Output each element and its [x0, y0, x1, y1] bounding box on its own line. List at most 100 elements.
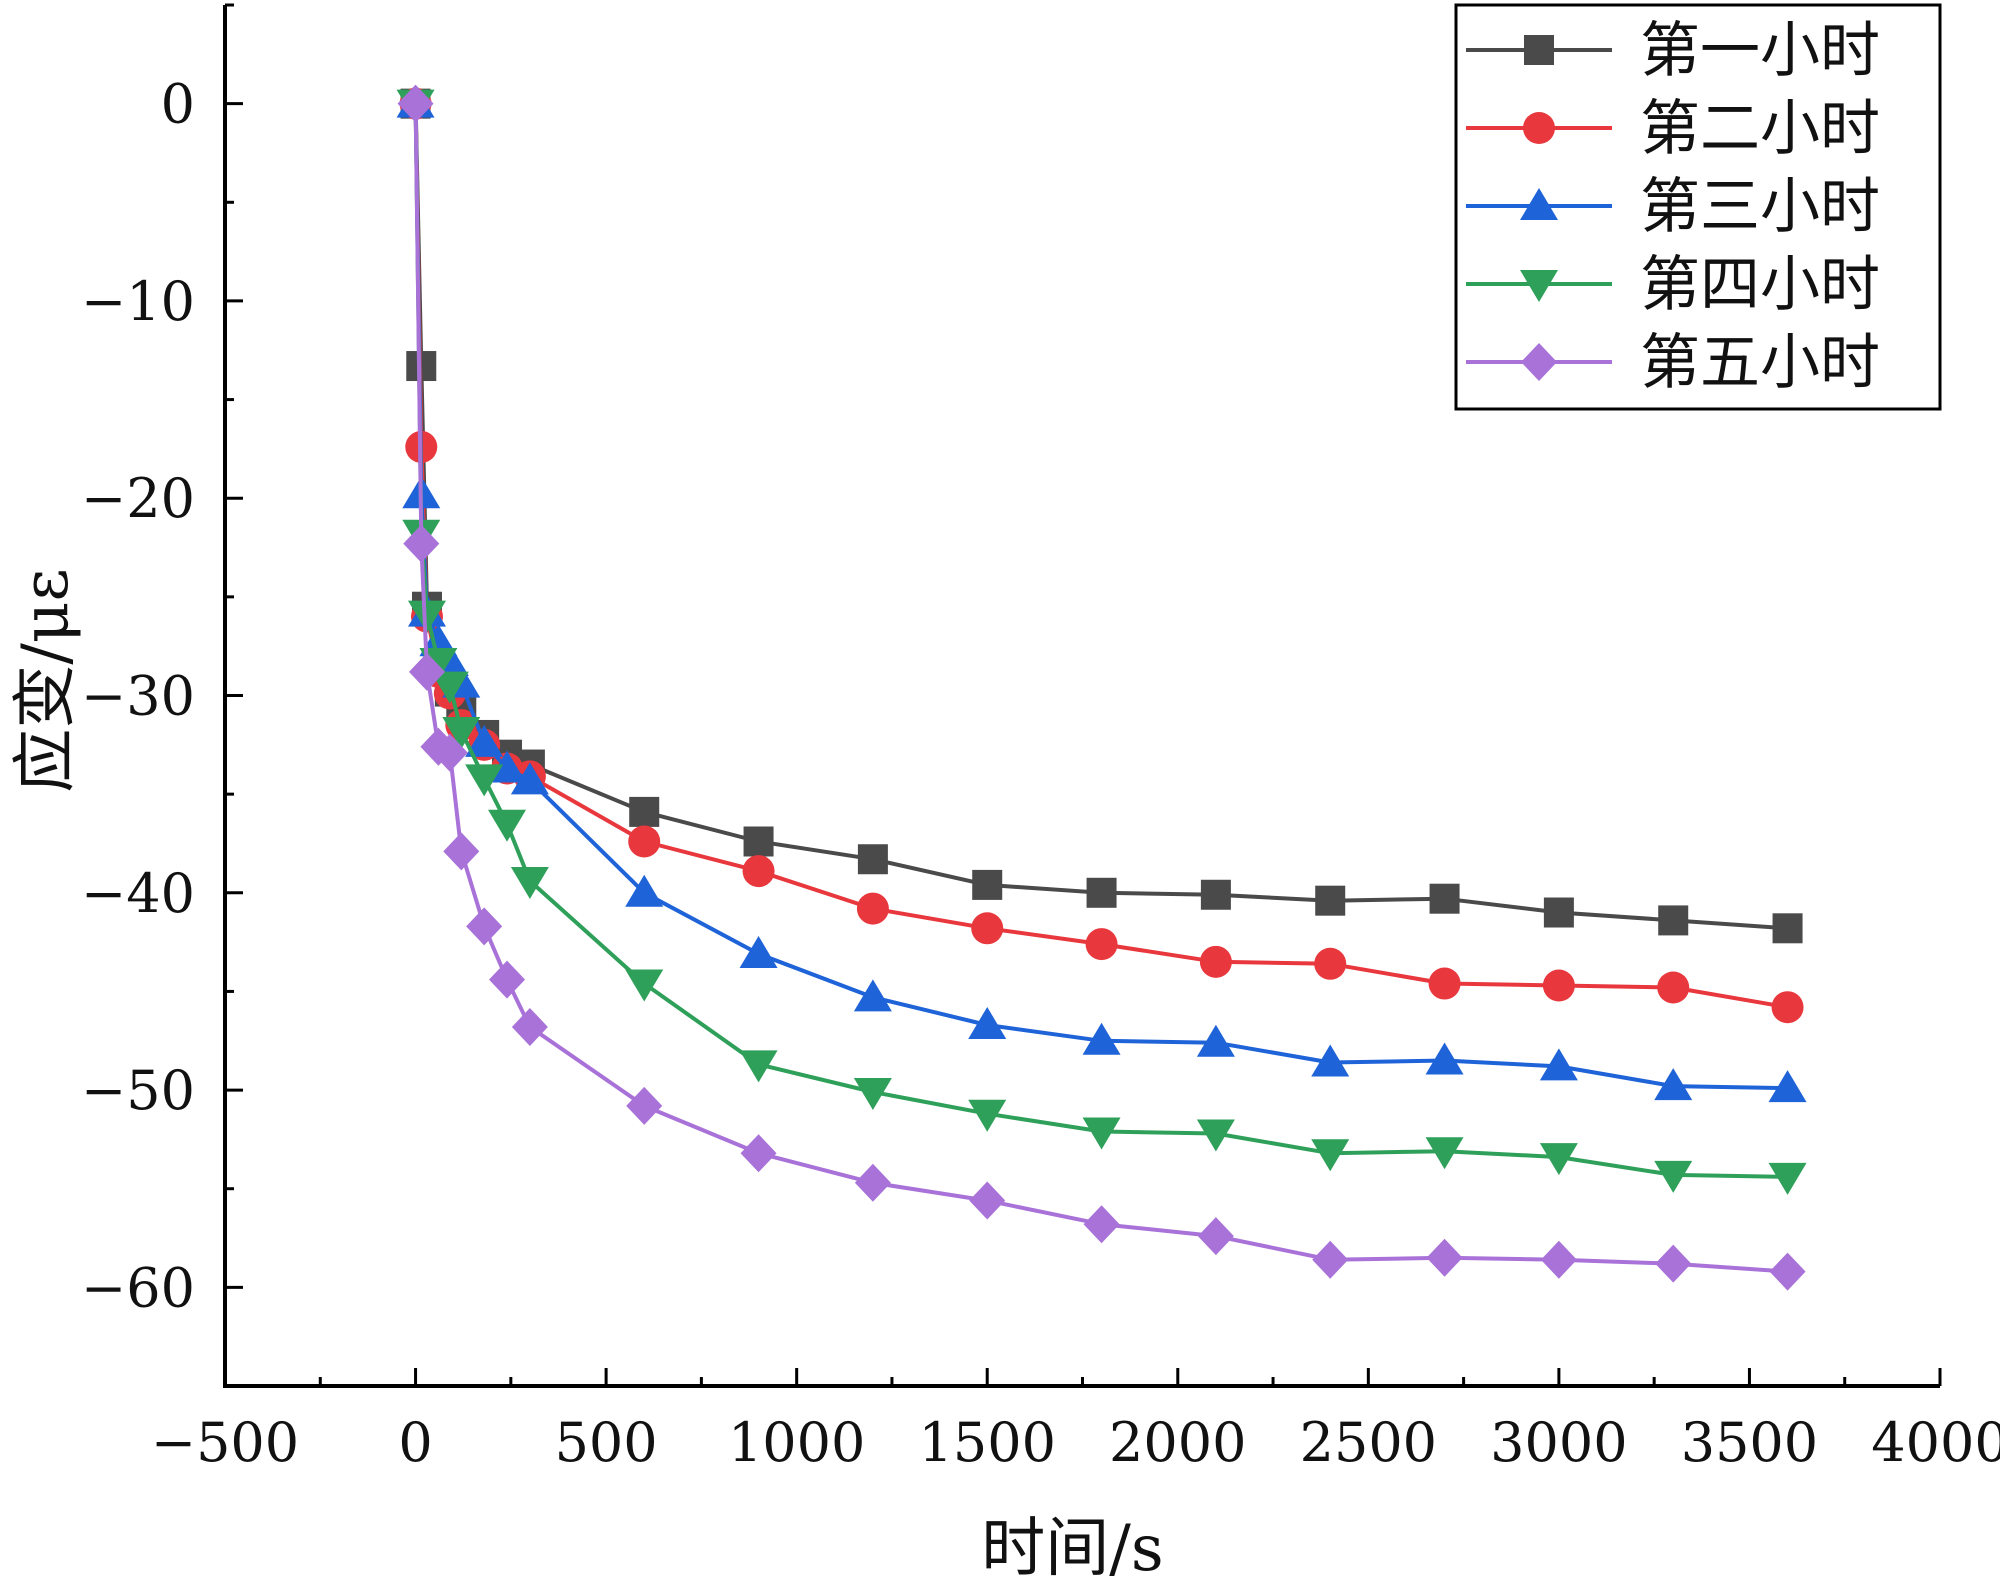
series-5 — [397, 84, 1806, 1291]
legend-label: 第五小时 — [1640, 328, 1880, 398]
data-point — [1200, 879, 1231, 910]
legend-label: 第一小时 — [1640, 16, 1880, 86]
x-tick-label: 4000 — [1871, 1411, 2000, 1474]
data-point — [629, 796, 660, 827]
legend-item-4: 第四小时 — [1466, 250, 1880, 320]
data-point — [465, 724, 504, 757]
data-point — [1654, 1160, 1693, 1193]
x-tick-label: 1500 — [919, 1411, 1056, 1474]
data-point — [1315, 885, 1346, 916]
legend-label: 第三小时 — [1640, 172, 1880, 242]
y-tick-label: −10 — [81, 270, 195, 333]
data-point — [628, 825, 661, 858]
data-point — [1428, 967, 1461, 1000]
y-tick-label: −20 — [81, 467, 195, 530]
data-point — [971, 912, 1004, 945]
data-point — [1314, 947, 1347, 980]
data-point — [1654, 1068, 1693, 1101]
data-point — [739, 1050, 778, 1083]
data-point — [510, 866, 549, 899]
series-layer — [396, 84, 1807, 1291]
data-point — [489, 960, 526, 999]
data-point — [1657, 971, 1690, 1004]
x-tick-label: 2500 — [1300, 1411, 1437, 1474]
x-tick-label: 3500 — [1681, 1411, 1818, 1474]
data-point — [1658, 905, 1689, 936]
data-point — [1311, 1044, 1350, 1077]
legend-marker — [1523, 112, 1555, 144]
legend-item-5: 第五小时 — [1466, 328, 1880, 398]
data-point — [968, 1099, 1007, 1132]
legend-marker — [1521, 343, 1557, 381]
data-point — [1425, 1137, 1464, 1170]
data-point — [1771, 991, 1804, 1024]
data-point — [743, 826, 774, 857]
data-point — [1083, 1205, 1120, 1244]
data-point — [1086, 877, 1117, 908]
data-point — [1540, 1240, 1577, 1279]
data-point — [1429, 883, 1460, 914]
data-point — [442, 717, 481, 750]
x-tick-label: −500 — [151, 1411, 299, 1474]
data-point — [1539, 1143, 1578, 1176]
legend-marker — [1520, 270, 1558, 302]
legend-label: 第四小时 — [1640, 250, 1880, 320]
data-point — [1426, 1238, 1463, 1277]
x-tick-label: 0 — [398, 1411, 432, 1474]
data-point — [1312, 1240, 1349, 1279]
x-tick-label: 3000 — [1490, 1411, 1627, 1474]
data-point — [1425, 1042, 1464, 1075]
data-point — [1655, 1244, 1692, 1283]
data-point — [968, 1006, 1007, 1039]
data-point — [625, 969, 664, 1002]
data-point — [856, 892, 889, 925]
data-point — [408, 652, 445, 691]
legend-label: 第二小时 — [1640, 94, 1880, 164]
data-point — [969, 1181, 1006, 1220]
data-point — [1311, 1139, 1350, 1172]
legend-item-2: 第二小时 — [1466, 94, 1880, 164]
data-point — [1543, 897, 1574, 928]
data-point — [853, 979, 892, 1012]
legend-marker — [1520, 188, 1558, 220]
data-point — [403, 524, 440, 563]
series-4 — [396, 89, 1807, 1195]
data-point — [1196, 1119, 1235, 1152]
data-point — [1539, 1048, 1578, 1081]
x-tick-label: 500 — [555, 1411, 658, 1474]
data-point — [443, 832, 480, 871]
legend-item-1: 第一小时 — [1466, 16, 1880, 86]
data-point — [625, 874, 664, 907]
data-point — [1197, 1217, 1234, 1256]
data-point — [739, 935, 778, 968]
data-point — [1768, 1070, 1807, 1103]
data-point — [1196, 1024, 1235, 1057]
data-point — [488, 809, 527, 842]
data-point — [1542, 969, 1575, 1002]
data-point — [397, 84, 434, 123]
y-tick-label: −40 — [81, 862, 195, 925]
y-axis-title: 应变/με — [9, 568, 83, 792]
axes-layer: −500 0 500 1000 1500 2000 2500 3000 3500 4000 0 −10… — [9, 3, 2000, 1582]
x-tick-label: 2000 — [1109, 1411, 1246, 1474]
data-point — [1772, 913, 1803, 944]
data-point — [626, 1086, 663, 1125]
x-tick-label: 1000 — [728, 1411, 865, 1474]
data-point — [407, 600, 446, 633]
data-point — [972, 869, 1003, 900]
data-point — [510, 762, 549, 795]
data-point — [740, 1134, 777, 1173]
data-point — [465, 764, 504, 797]
data-point — [854, 1163, 891, 1202]
x-axis-title: 时间/s — [981, 1512, 1163, 1582]
data-point — [431, 733, 468, 772]
data-point — [1199, 945, 1232, 978]
data-point — [1769, 1252, 1806, 1291]
data-point — [511, 1007, 548, 1046]
y-tick-label: −50 — [81, 1059, 195, 1122]
data-point — [1768, 1162, 1807, 1195]
legend-marker — [1524, 35, 1554, 65]
legend-item-3: 第三小时 — [1466, 172, 1880, 242]
